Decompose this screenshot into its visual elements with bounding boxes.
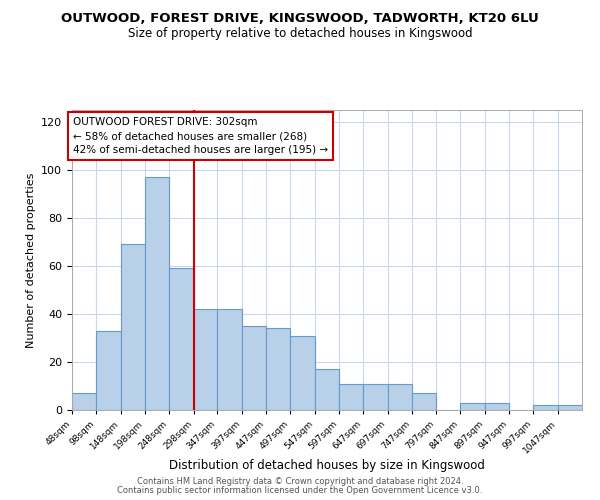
Text: Size of property relative to detached houses in Kingswood: Size of property relative to detached ho… bbox=[128, 28, 472, 40]
Bar bbox=[485, 403, 509, 410]
Y-axis label: Number of detached properties: Number of detached properties bbox=[26, 172, 35, 348]
Bar bbox=[412, 393, 436, 410]
Text: Contains HM Land Registry data © Crown copyright and database right 2024.: Contains HM Land Registry data © Crown c… bbox=[137, 477, 463, 486]
Bar bbox=[97, 331, 121, 410]
Bar bbox=[314, 369, 339, 410]
Text: OUTWOOD FOREST DRIVE: 302sqm
← 58% of detached houses are smaller (268)
42% of s: OUTWOOD FOREST DRIVE: 302sqm ← 58% of de… bbox=[73, 117, 328, 155]
Bar bbox=[72, 393, 97, 410]
Text: OUTWOOD, FOREST DRIVE, KINGSWOOD, TADWORTH, KT20 6LU: OUTWOOD, FOREST DRIVE, KINGSWOOD, TADWOR… bbox=[61, 12, 539, 26]
Bar bbox=[242, 326, 266, 410]
Bar bbox=[266, 328, 290, 410]
Bar bbox=[533, 405, 557, 410]
Bar bbox=[169, 268, 194, 410]
Text: Contains public sector information licensed under the Open Government Licence v3: Contains public sector information licen… bbox=[118, 486, 482, 495]
Bar bbox=[388, 384, 412, 410]
Bar bbox=[339, 384, 363, 410]
Bar bbox=[363, 384, 388, 410]
Bar bbox=[290, 336, 314, 410]
Text: Distribution of detached houses by size in Kingswood: Distribution of detached houses by size … bbox=[169, 460, 485, 472]
Bar bbox=[557, 405, 582, 410]
Bar bbox=[121, 244, 145, 410]
Bar bbox=[145, 177, 169, 410]
Bar bbox=[194, 309, 217, 410]
Bar bbox=[460, 403, 485, 410]
Bar bbox=[217, 309, 242, 410]
